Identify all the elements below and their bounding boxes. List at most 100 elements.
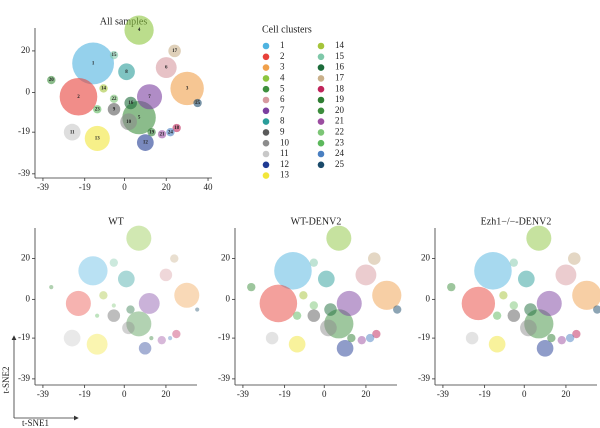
cluster xyxy=(49,285,54,290)
legend-marker xyxy=(262,150,270,158)
legend-label: 15 xyxy=(335,51,345,61)
legend-label: 17 xyxy=(335,72,345,82)
cluster-label: 20 xyxy=(49,78,55,83)
cluster xyxy=(138,342,152,355)
cluster xyxy=(149,336,154,341)
cluster xyxy=(126,225,152,251)
legend-label: 16 xyxy=(335,62,345,72)
cluster-label: 5 xyxy=(138,116,141,121)
legend-label: 7 xyxy=(280,105,285,115)
cluster xyxy=(195,307,200,312)
y-axis-label: t-SNE2 xyxy=(1,367,11,394)
cluster xyxy=(520,319,537,337)
cluster xyxy=(292,311,302,320)
legend-label: 13 xyxy=(280,170,290,180)
legend-label: 12 xyxy=(280,159,289,169)
y-tick-label: 20 xyxy=(21,253,31,263)
cluster xyxy=(157,335,166,345)
cluster xyxy=(536,339,554,357)
legend-marker xyxy=(262,161,270,169)
x-tick-label: -19 xyxy=(479,389,491,399)
cluster xyxy=(159,268,173,282)
cluster xyxy=(122,321,135,335)
cluster-label: 4 xyxy=(138,28,141,33)
x-tick-label: 0 xyxy=(122,182,127,192)
cluster xyxy=(299,291,308,300)
cluster xyxy=(170,71,204,106)
cluster xyxy=(59,77,98,116)
cluster xyxy=(47,75,56,85)
y-tick-label: 0 xyxy=(26,87,31,97)
cluster xyxy=(147,127,156,137)
y-tick-label: -39 xyxy=(218,373,230,383)
legend-marker xyxy=(262,96,270,104)
cluster xyxy=(365,333,375,343)
legend-title: Cell clusters xyxy=(262,24,312,35)
cluster xyxy=(492,311,502,320)
cluster xyxy=(507,309,521,322)
legend-label: 21 xyxy=(335,116,344,126)
cluster xyxy=(465,331,479,345)
cluster-label: 21 xyxy=(160,132,166,137)
cluster xyxy=(547,333,556,343)
cluster xyxy=(536,290,562,316)
cluster-label: 11 xyxy=(70,130,75,135)
legend-marker xyxy=(262,172,270,179)
cluster-label: 18 xyxy=(174,126,180,131)
cluster xyxy=(138,293,160,314)
cluster xyxy=(136,84,163,110)
legend-label: 5 xyxy=(280,83,285,93)
legend-label: 10 xyxy=(280,137,290,147)
cluster xyxy=(157,130,167,139)
cluster-label: 7 xyxy=(148,95,151,100)
legend-marker xyxy=(262,42,270,50)
cluster xyxy=(117,270,135,288)
cluster xyxy=(555,264,577,286)
cluster xyxy=(307,309,321,322)
cluster xyxy=(109,258,118,267)
y-tick-label: 20 xyxy=(221,253,231,263)
cluster-label: 12 xyxy=(143,141,149,146)
legend-marker xyxy=(317,139,325,147)
x-tick-label: -39 xyxy=(37,182,49,192)
legend-label: 20 xyxy=(335,105,345,115)
cluster xyxy=(247,282,256,292)
cluster xyxy=(461,286,496,321)
cluster-label: 15 xyxy=(111,53,117,58)
cluster xyxy=(172,123,181,133)
x-tick-label: 20 xyxy=(361,389,371,399)
legend-label: 6 xyxy=(280,94,285,104)
cluster xyxy=(93,105,102,114)
y-tick-label: 0 xyxy=(26,293,31,303)
x-tick-label: 20 xyxy=(161,389,171,399)
legend-marker xyxy=(317,53,325,61)
cluster xyxy=(317,270,335,288)
y-tick-label: -39 xyxy=(418,373,430,383)
cluster xyxy=(324,303,337,316)
cluster xyxy=(193,98,202,108)
legend-marker xyxy=(317,75,325,82)
cluster xyxy=(78,256,108,286)
cluster-label: 22 xyxy=(111,97,117,102)
cluster xyxy=(155,57,177,79)
cluster xyxy=(99,84,108,93)
cluster xyxy=(126,305,135,314)
cluster xyxy=(107,102,121,116)
x-tick-label: -19 xyxy=(79,389,91,399)
cluster xyxy=(326,225,352,251)
legend-label: 3 xyxy=(280,62,285,72)
legend-marker xyxy=(317,64,325,71)
cluster-label: 19 xyxy=(149,130,155,135)
legend-label: 24 xyxy=(335,148,345,158)
cluster xyxy=(499,291,508,300)
cluster xyxy=(111,303,116,308)
cluster xyxy=(393,305,402,314)
cluster xyxy=(63,123,81,141)
cluster xyxy=(168,44,181,58)
cluster xyxy=(86,333,108,355)
legend-marker xyxy=(262,139,270,147)
cluster xyxy=(336,339,354,357)
cluster xyxy=(72,42,114,85)
cluster xyxy=(517,270,535,288)
